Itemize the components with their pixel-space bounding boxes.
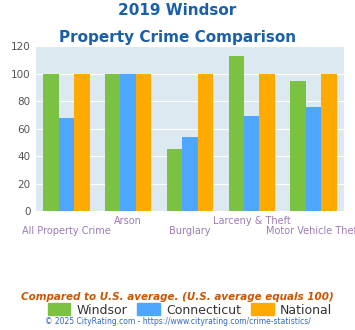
Text: Compared to U.S. average. (U.S. average equals 100): Compared to U.S. average. (U.S. average … bbox=[21, 292, 334, 302]
Text: 2019 Windsor: 2019 Windsor bbox=[118, 3, 237, 18]
Text: Arson: Arson bbox=[114, 216, 142, 226]
Text: Burglary: Burglary bbox=[169, 226, 211, 236]
Bar bbox=[321, 74, 337, 211]
Bar bbox=[43, 74, 59, 211]
Text: Property Crime Comparison: Property Crime Comparison bbox=[59, 30, 296, 45]
Bar bbox=[105, 74, 120, 211]
Bar bbox=[198, 74, 213, 211]
Bar bbox=[229, 56, 244, 211]
Bar bbox=[244, 116, 260, 211]
Bar bbox=[74, 74, 89, 211]
Text: Larceny & Theft: Larceny & Theft bbox=[213, 216, 291, 226]
Bar bbox=[306, 107, 321, 211]
Bar bbox=[260, 74, 275, 211]
Legend: Windsor, Connecticut, National: Windsor, Connecticut, National bbox=[48, 303, 332, 316]
Text: © 2025 CityRating.com - https://www.cityrating.com/crime-statistics/: © 2025 CityRating.com - https://www.city… bbox=[45, 317, 310, 326]
Text: All Property Crime: All Property Crime bbox=[22, 226, 111, 236]
Bar bbox=[167, 149, 182, 211]
Bar bbox=[120, 74, 136, 211]
Bar bbox=[59, 118, 74, 211]
Bar bbox=[136, 74, 151, 211]
Bar bbox=[290, 81, 306, 211]
Text: Motor Vehicle Theft: Motor Vehicle Theft bbox=[266, 226, 355, 236]
Bar bbox=[182, 137, 198, 211]
